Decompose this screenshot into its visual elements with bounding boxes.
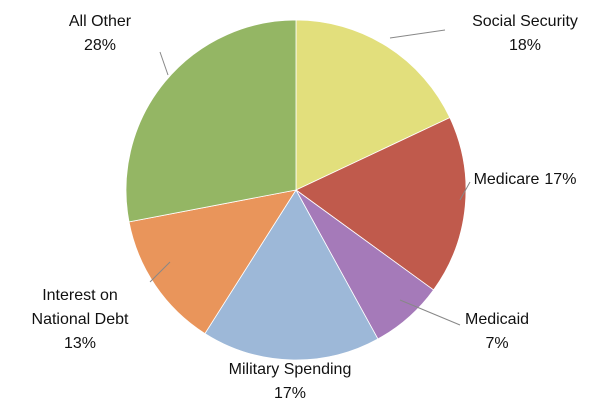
value-label: 28%: [40, 34, 160, 58]
value-label: 7%: [437, 332, 557, 356]
category-name: All Other: [40, 10, 160, 34]
category-name: Medicare: [474, 168, 540, 192]
category-name: Social Security: [450, 10, 600, 34]
value-label: 13%: [20, 332, 140, 356]
leader-line: [160, 52, 168, 75]
value-label: 18%: [450, 34, 600, 58]
category-name: Military Spending: [200, 358, 380, 382]
category-name: Medicaid: [437, 308, 557, 332]
value-label: 17%: [200, 382, 380, 406]
leader-line: [390, 30, 445, 38]
category-name: Interest on National Debt: [20, 284, 140, 332]
page: Social Security18%Medicare17%Medicaid7%M…: [0, 0, 611, 408]
value-label: 17%: [544, 168, 576, 192]
